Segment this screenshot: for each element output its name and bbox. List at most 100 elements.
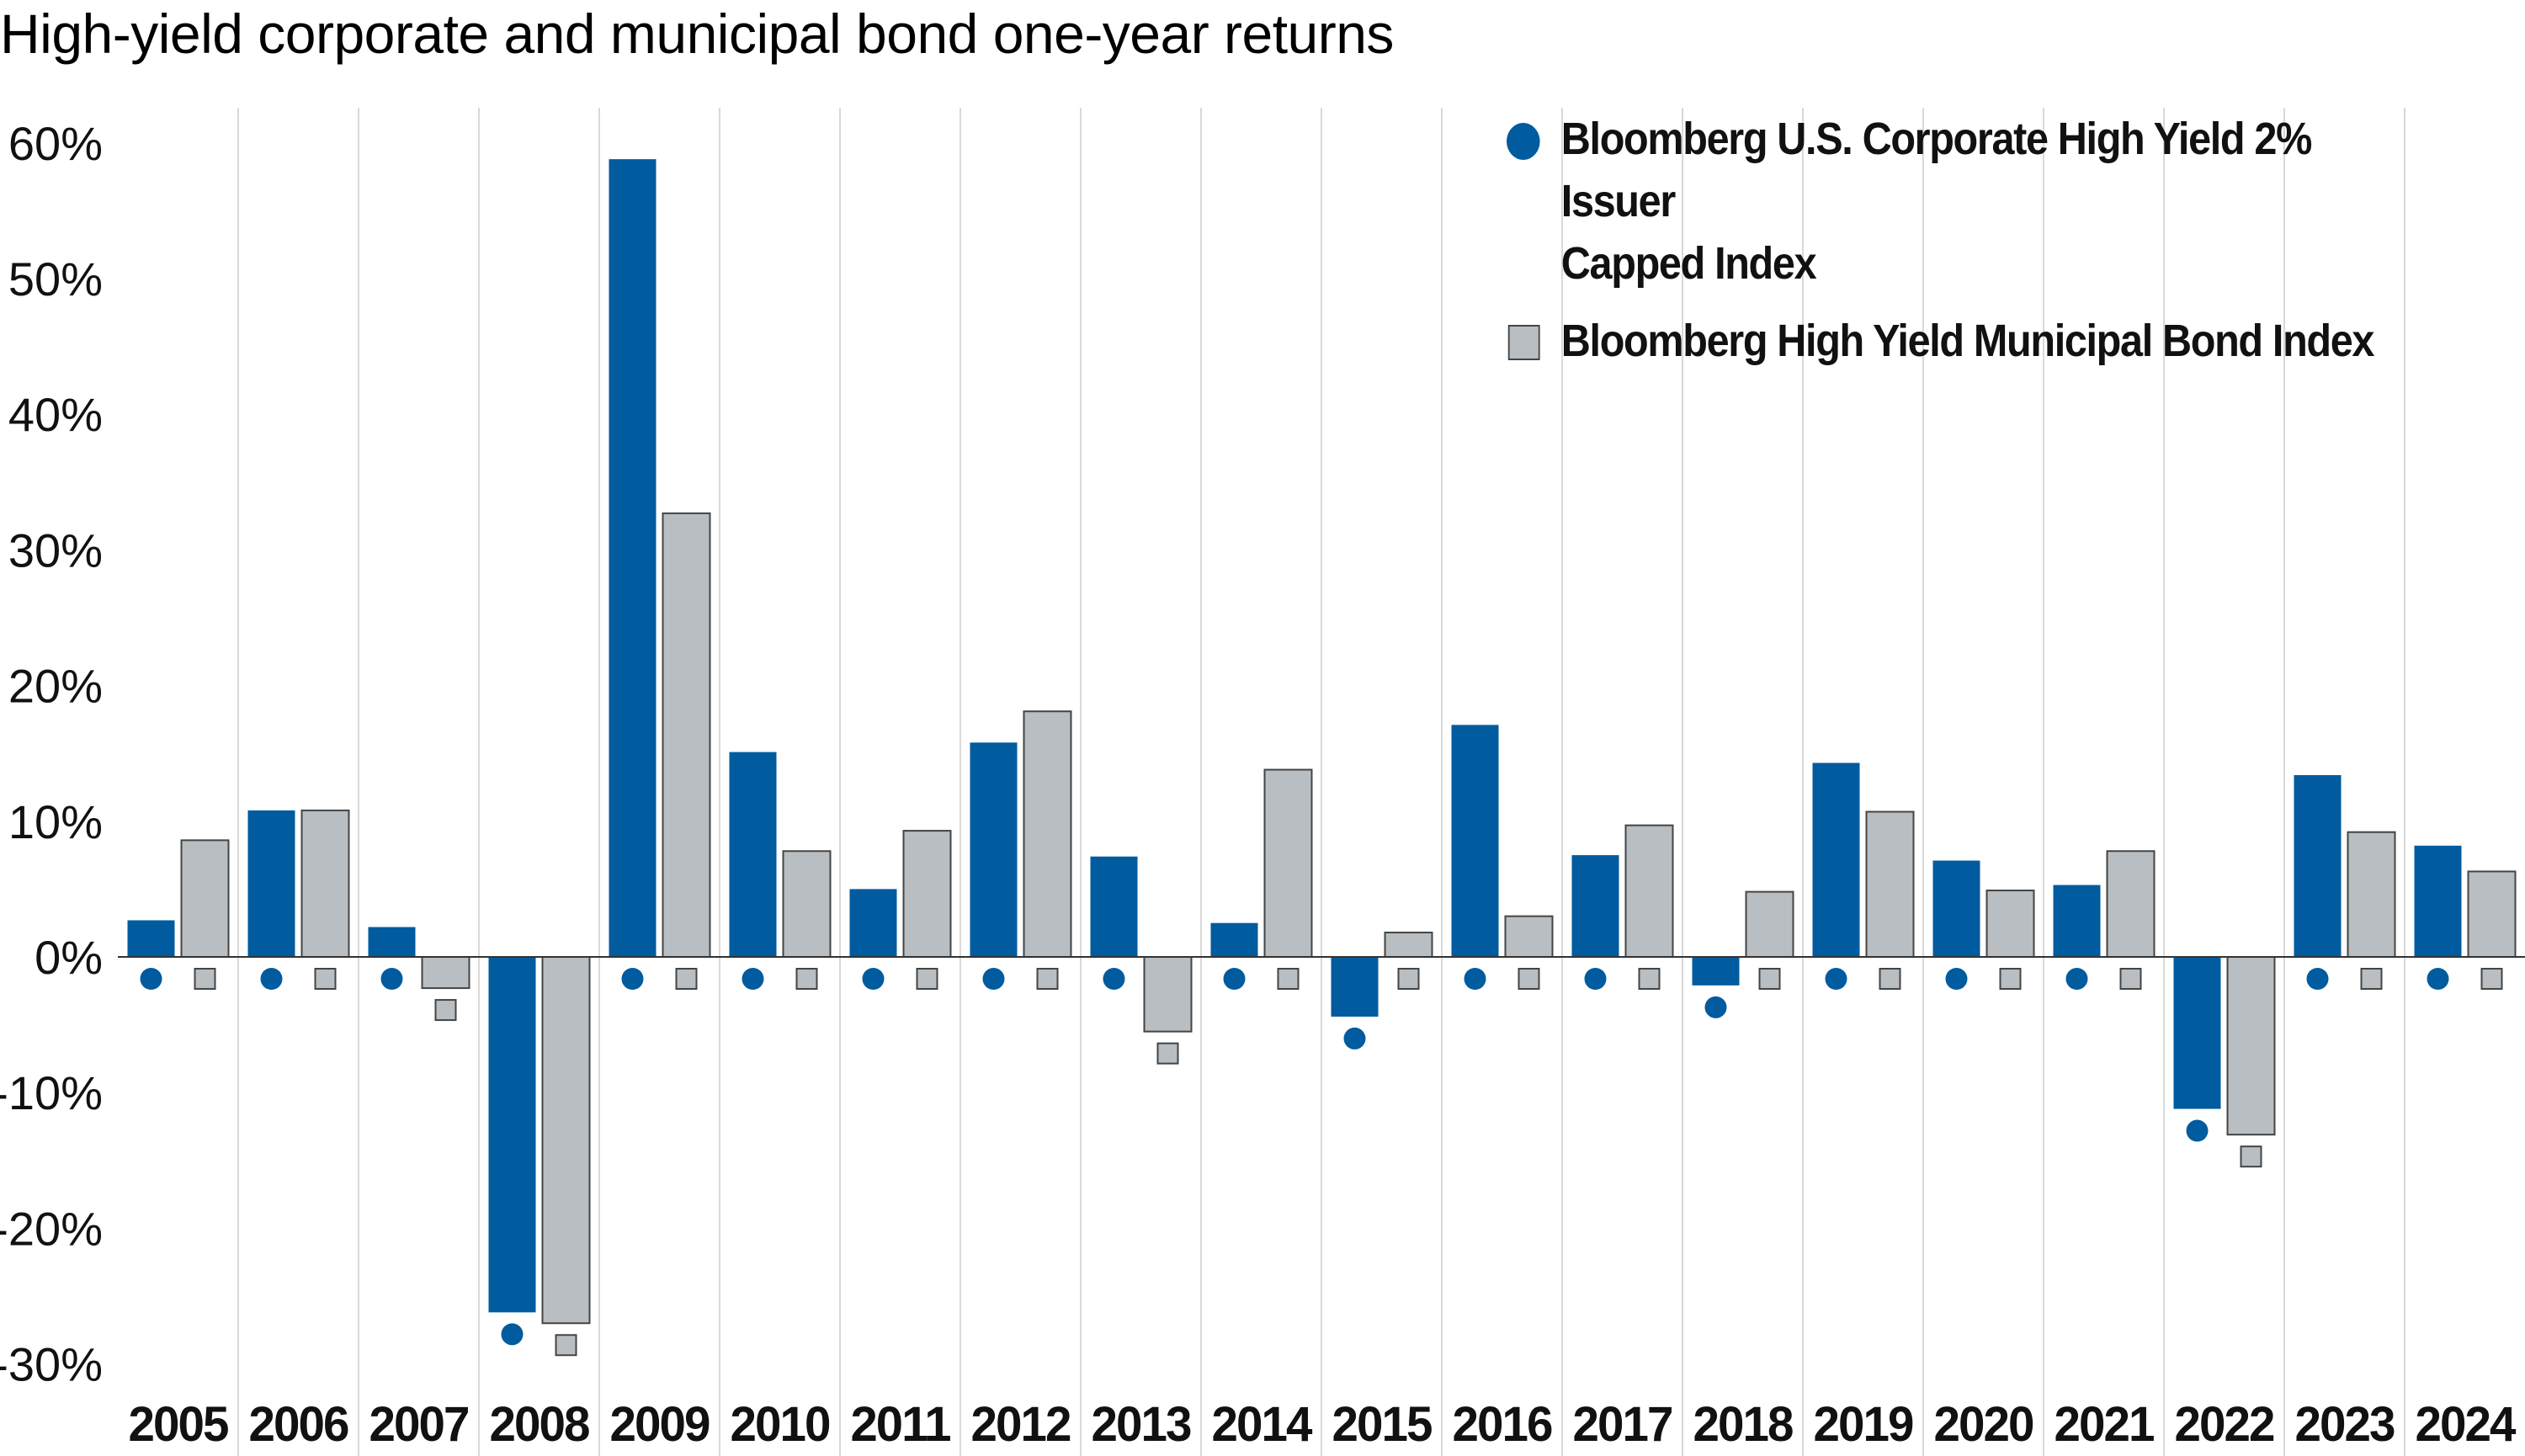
bar-municipal-2012 [1023,710,1072,959]
legend: Bloomberg U.S. Corporate High Yield 2% I… [1507,108,2517,372]
marker-corporate-2008 [501,1323,524,1346]
x-tick-label-2022: 2022 [2175,1397,2274,1452]
marker-corporate-2013 [1103,968,1125,990]
marker-municipal-2018 [1758,968,1781,990]
x-tick-label-2021: 2021 [2055,1397,2155,1452]
bar-municipal-2021 [2106,850,2156,958]
bar-municipal-2024 [2467,870,2517,958]
x-tick-label-2007: 2007 [369,1397,469,1452]
marker-corporate-2006 [260,968,283,990]
bar-municipal-2020 [1985,890,2035,958]
x-axis-tick-labels: 2005 2006 2007 2008 2009 2010 2011 2012 2013 2014… [129,1397,2518,1452]
marker-municipal-2017 [1638,968,1661,990]
legend-label-corporate-line2: Capped Index [1560,238,1817,289]
bar-municipal-2017 [1624,824,1674,958]
marker-corporate-2011 [862,968,885,990]
x-tick-label-2020: 2020 [1934,1397,2033,1452]
bar-corporate-2019 [1812,763,1860,957]
marker-corporate-2021 [2065,968,2088,990]
marker-corporate-2016 [1464,968,1486,990]
marker-corporate-2020 [1945,968,1968,990]
marker-municipal-2014 [1277,968,1300,990]
marker-municipal-2008 [555,1334,577,1357]
y-tick-label: 40% [8,388,103,441]
bar-municipal-2009 [662,512,711,958]
x-tick-label-2023: 2023 [2295,1397,2395,1452]
marker-municipal-2023 [2360,968,2383,990]
bar-municipal-2016 [1504,915,1554,959]
data-bars [127,159,2517,1325]
x-tick-label-2015: 2015 [1332,1397,1433,1452]
bar-municipal-2015 [1384,931,1433,959]
bar-corporate-2023 [2294,774,2342,957]
x-tick-label-2014: 2014 [1212,1397,1313,1452]
bar-corporate-2008 [488,957,536,1313]
bar-municipal-2008 [541,956,591,1325]
y-tick-label: 0% [35,931,103,984]
marker-corporate-2012 [982,968,1005,990]
marker-corporate-2015 [1343,1027,1366,1049]
marker-corporate-2023 [2306,968,2329,990]
bar-municipal-2007 [421,956,470,990]
x-tick-label-2017: 2017 [1573,1397,1672,1452]
bar-municipal-2022 [2226,956,2276,1136]
marker-municipal-2013 [1156,1042,1179,1065]
x-tick-label-2013: 2013 [1092,1397,1192,1452]
marker-municipal-2015 [1397,968,1420,990]
bar-corporate-2020 [1932,860,1980,957]
x-tick-label-2019: 2019 [1814,1397,1914,1452]
y-tick-label: -10% [0,1066,103,1119]
marker-municipal-2011 [916,968,938,990]
marker-corporate-2010 [742,968,764,990]
bar-municipal-2019 [1865,810,1915,958]
x-tick-label-2018: 2018 [1693,1397,1794,1452]
legend-item-municipal: Bloomberg High Yield Municipal Bond Inde… [1507,310,2416,372]
chart-title: High-yield corporate and municipal bond … [0,3,1394,65]
y-axis-tick-labels: 60% 50% 40% 30% 20% 10% 0% -10% -20% -30% [0,117,103,1391]
bar-corporate-2011 [849,889,897,957]
x-tick-label-2024: 2024 [2416,1397,2517,1452]
x-tick-label-2010: 2010 [731,1397,830,1452]
marker-municipal-2024 [2480,968,2503,990]
marker-corporate-2022 [2186,1119,2209,1142]
legend-swatch-corporate [1507,123,1540,160]
bar-corporate-2015 [1331,957,1379,1017]
bar-corporate-2009 [609,159,656,958]
legend-item-corporate: Bloomberg U.S. Corporate High Yield 2% I… [1507,108,2416,295]
bar-corporate-2017 [1571,855,1619,957]
bar-corporate-2014 [1210,922,1258,957]
y-tick-label: 20% [8,660,103,713]
marker-municipal-2009 [675,968,698,990]
marker-corporate-2007 [380,968,403,990]
marker-municipal-2012 [1036,968,1059,990]
marker-municipal-2020 [1999,968,2022,990]
marker-corporate-2024 [2427,968,2449,990]
legend-swatch-municipal [1507,325,1540,360]
bar-municipal-2014 [1263,768,1313,958]
x-tick-label-2009: 2009 [610,1397,710,1452]
y-tick-label: -30% [0,1338,103,1391]
bar-municipal-2013 [1143,956,1193,1033]
bar-corporate-2012 [970,742,1018,957]
bar-corporate-2022 [2173,957,2221,1109]
bar-corporate-2007 [368,927,416,957]
marker-corporate-2005 [140,968,162,990]
bar-corporate-2010 [729,752,777,957]
bar-corporate-2005 [127,920,175,957]
bar-corporate-2016 [1451,725,1499,957]
bar-corporate-2021 [2053,885,2101,957]
y-tick-label: 30% [8,523,103,577]
y-tick-label: 10% [8,795,103,848]
y-tick-label: 60% [8,117,103,170]
marker-municipal-2019 [1879,968,1901,990]
x-tick-label-2005: 2005 [129,1397,229,1452]
marker-municipal-2006 [314,968,337,990]
bar-corporate-2013 [1090,856,1138,957]
x-tick-label-2008: 2008 [490,1397,590,1452]
marker-municipal-2021 [2119,968,2142,990]
bar-municipal-2006 [300,809,350,958]
marker-corporate-2009 [621,968,644,990]
bar-municipal-2005 [180,839,230,958]
marker-municipal-2022 [2240,1145,2262,1168]
